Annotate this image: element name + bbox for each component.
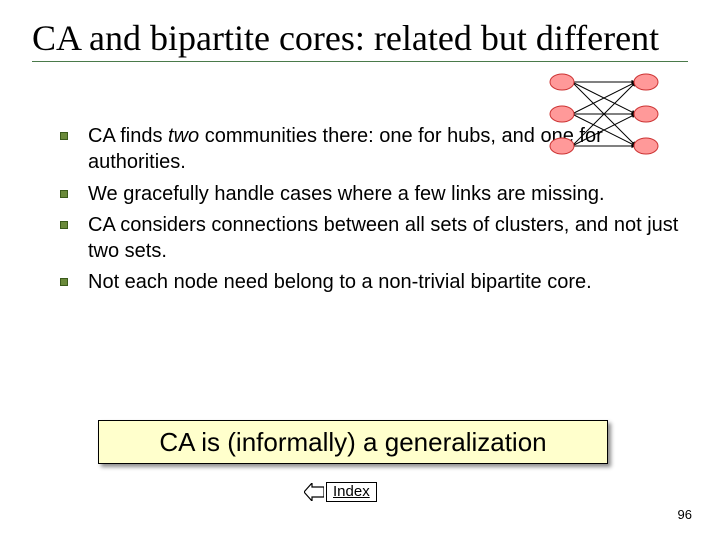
index-label: Index [326, 482, 377, 502]
back-arrow-icon [304, 483, 324, 501]
bullet-text: We gracefully handle cases where a few l… [88, 182, 605, 208]
bullet-icon [60, 132, 68, 140]
bullet-icon [60, 221, 68, 229]
bullet-icon [60, 190, 68, 198]
title-block: CA and bipartite cores: related but diff… [32, 18, 688, 62]
list-item: Not each node need belong to a non-trivi… [60, 270, 680, 296]
list-item: We gracefully handle cases where a few l… [60, 182, 680, 208]
bullet-text: Not each node need belong to a non-trivi… [88, 270, 592, 296]
bullet-text: CA considers connections between all set… [88, 213, 680, 264]
index-link[interactable]: Index [304, 482, 377, 502]
callout-box: CA is (informally) a generalization [98, 420, 608, 464]
slide-title: CA and bipartite cores: related but diff… [32, 18, 688, 59]
list-item: CA considers connections between all set… [60, 213, 680, 264]
bipartite-diagram [544, 68, 664, 160]
page-number: 96 [678, 507, 692, 522]
bullet-icon [60, 278, 68, 286]
callout-text: CA is (informally) a generalization [159, 427, 546, 458]
